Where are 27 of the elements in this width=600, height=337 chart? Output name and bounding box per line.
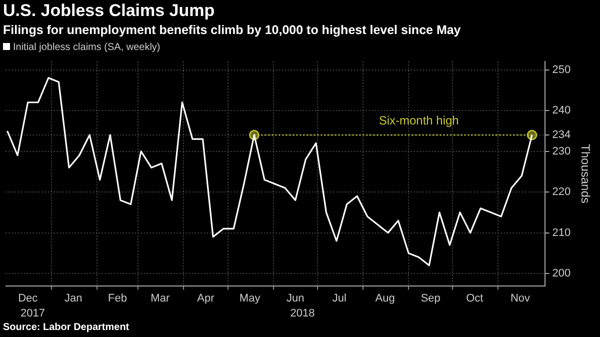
x-tick-label: Jan [64,292,82,304]
x-tick-label: Feb [108,292,127,304]
x-tick-label: Aug [375,292,395,304]
x-tick-label: Jul [332,292,346,304]
legend-label: Initial jobless claims (SA, weekly) [12,42,160,53]
chart-title: U.S. Jobless Claims Jump [3,1,215,21]
y-axis-title: Thousands [578,144,592,204]
y-tick-label: 220 [552,186,571,198]
y-tick-label: 210 [552,226,571,239]
y-tick-label: 234 [552,129,571,142]
text: 2018 [290,308,315,320]
y-tick-label: 240 [552,104,571,117]
x-tick-label: Nov [510,292,531,304]
x-tick-label: Oct [466,292,484,304]
y-tick-label: 230 [552,145,571,158]
chart-subtitle: Filings for unemployment benefits climb by 10,000 to highest level since May [3,23,461,37]
y-tick-label: 250 [552,64,571,76]
x-tick-label: Sep [420,292,440,304]
annotation: Six-month high [378,113,459,128]
text: 2017 [20,308,46,320]
x-tick-label: Dec [18,292,38,304]
y-tick-label: 200 [552,268,571,280]
x-tick-label: Jun [286,292,304,304]
source-note: Source: Labor Department [3,322,130,333]
x-tick-label: Apr [197,292,215,304]
x-tick-label: Mar [150,292,170,304]
x-tick-label: May [239,292,261,304]
